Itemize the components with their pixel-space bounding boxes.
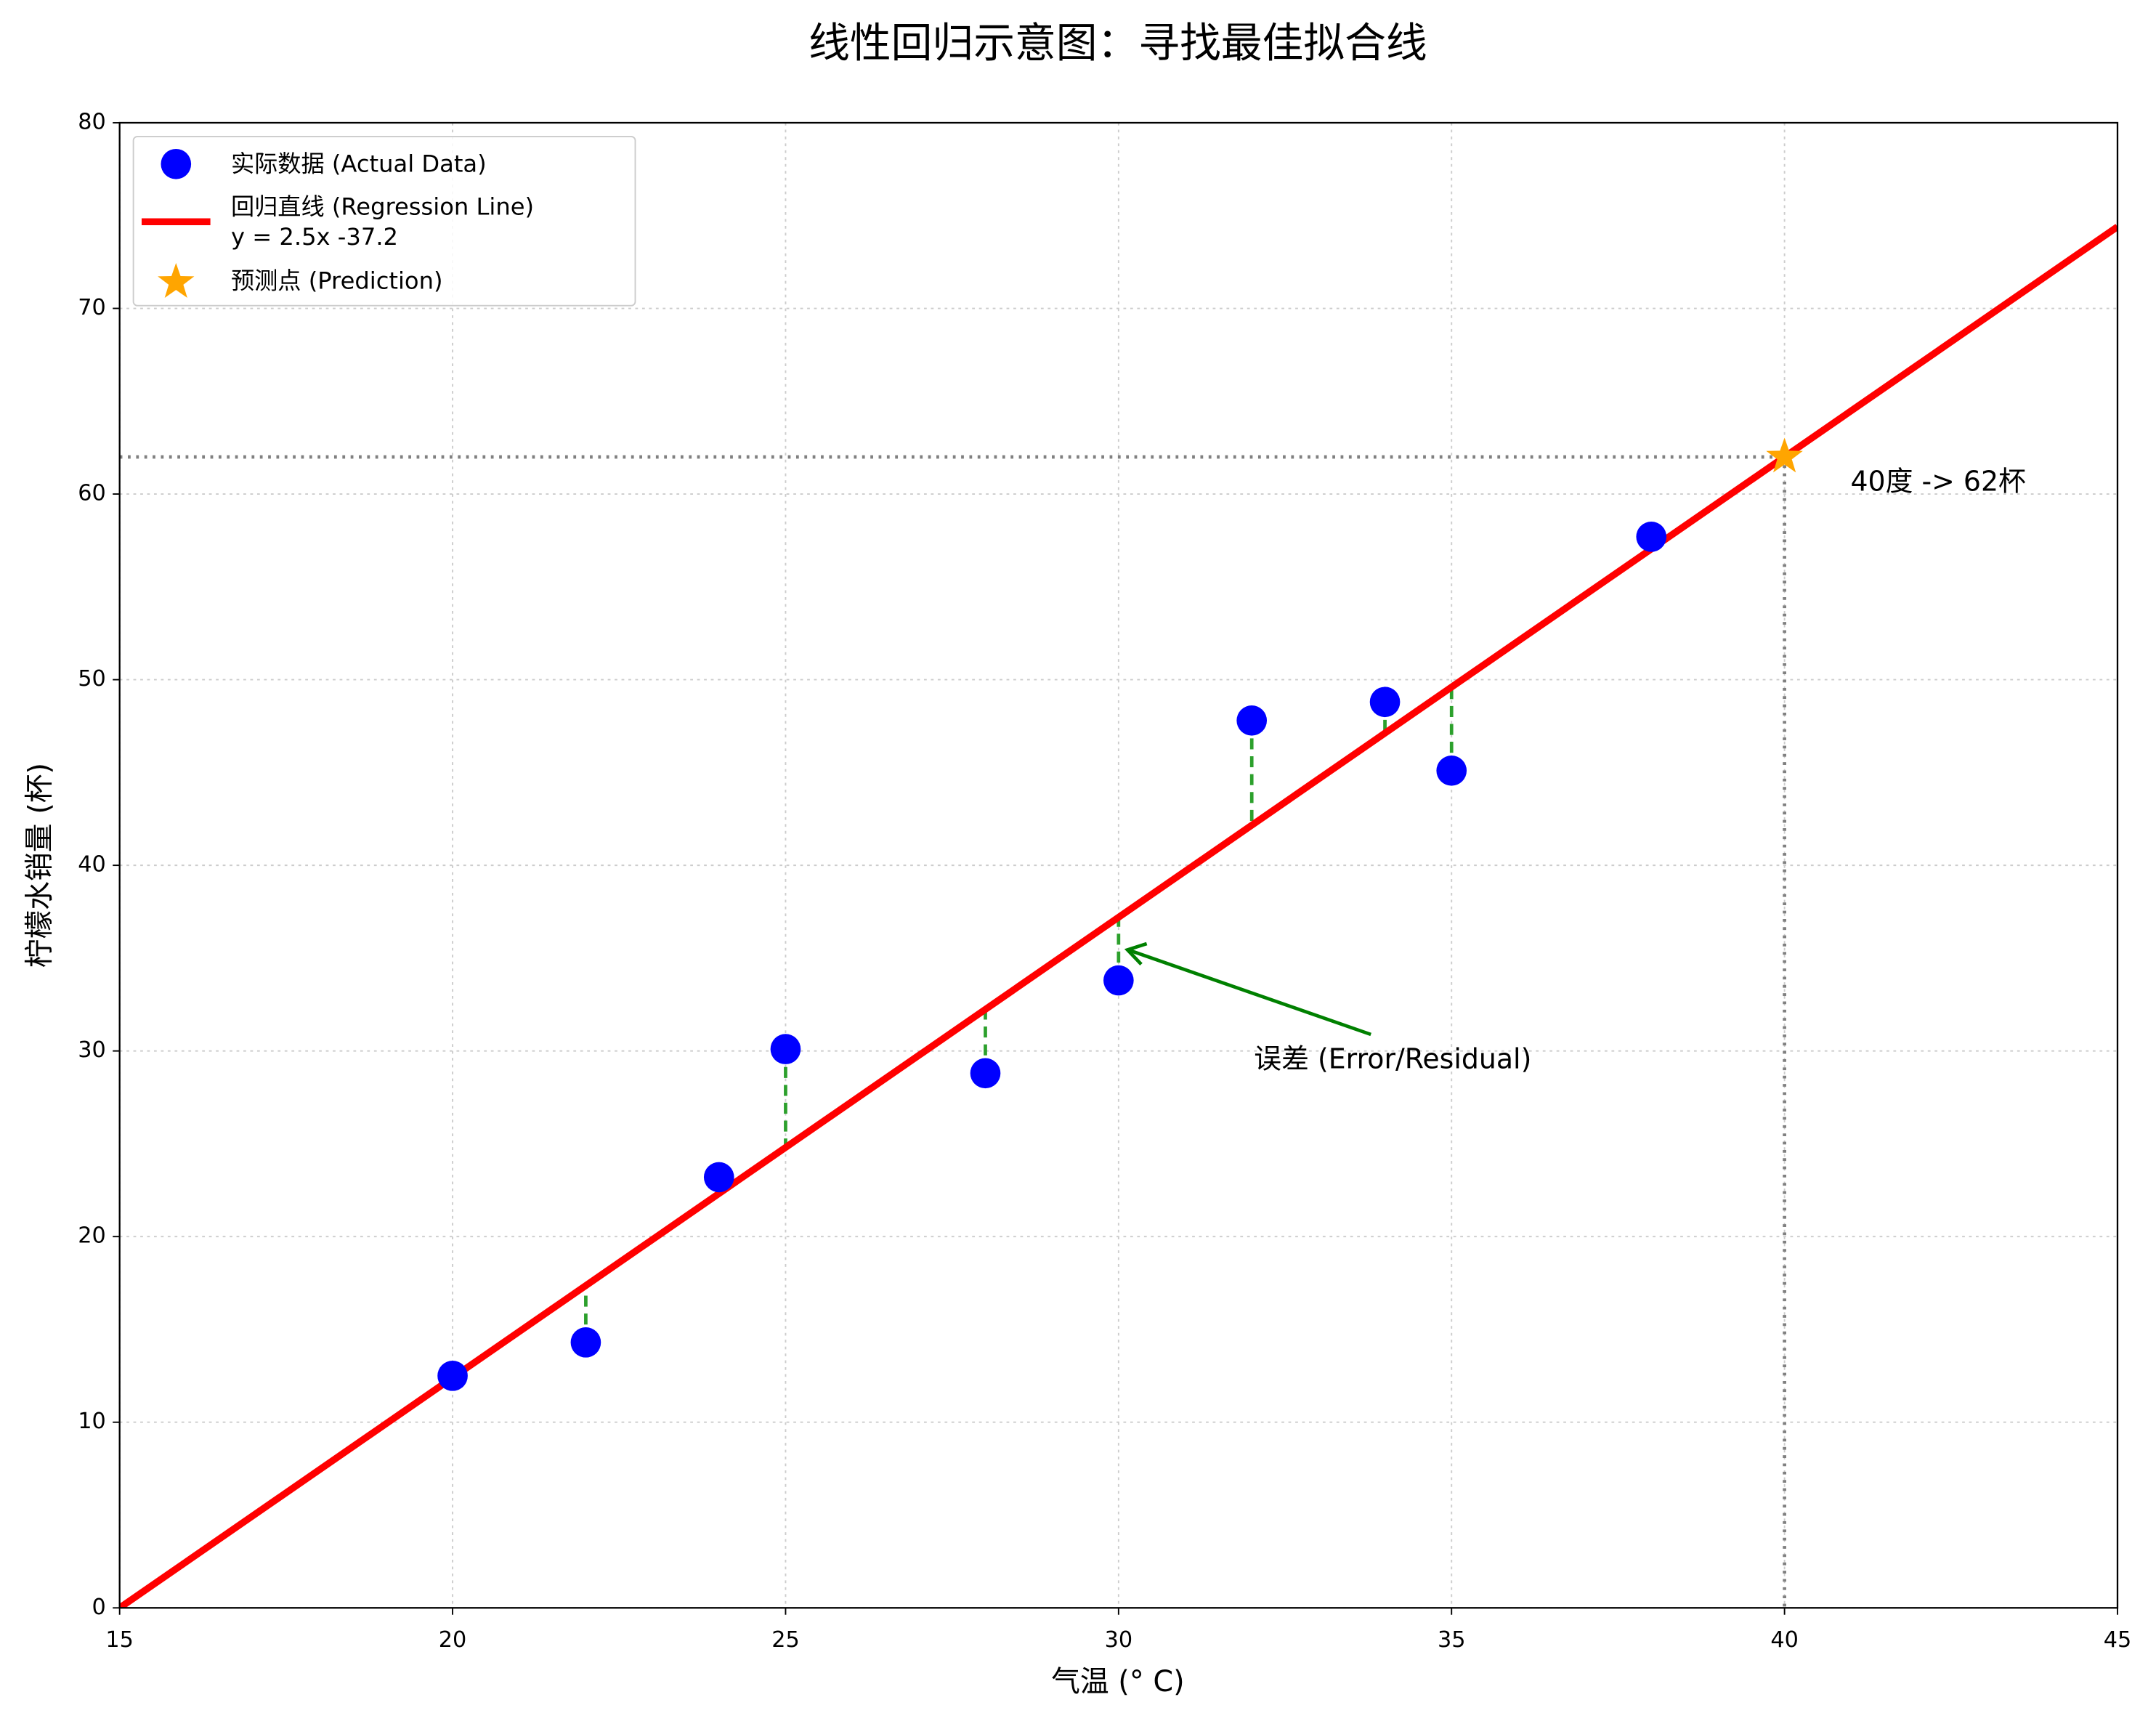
annotation: 误差 (Error/Residual) (1254, 1042, 1531, 1074)
y-tick-label: 80 (78, 109, 106, 134)
x-tick-label: 15 (105, 1627, 134, 1653)
y-tick-label: 30 (78, 1037, 106, 1063)
data-point (1436, 755, 1467, 786)
legend-box (132, 135, 636, 307)
annotation: 40度 -> 62杯 (1850, 465, 2025, 497)
chart-title: 线性回归示意图：寻找最佳拟合线 (808, 20, 1427, 68)
data-point (703, 1162, 734, 1193)
legend-marker (158, 263, 195, 298)
x-tick-label: 45 (2104, 1627, 2132, 1653)
data-point (1236, 705, 1268, 736)
annotation-arrowhead (1124, 942, 1148, 966)
x-tick-label: 35 (1438, 1627, 1466, 1653)
axes-frame (118, 121, 2119, 1609)
legend-label: y = 2.5x -37.2 (231, 223, 398, 251)
x-tick-label: 25 (771, 1627, 800, 1653)
data-point (1369, 687, 1401, 718)
data-point (437, 1361, 468, 1391)
prediction-star (1766, 437, 1803, 473)
data-point (570, 1327, 601, 1358)
annotation-arrow (1130, 949, 1371, 1037)
data-point (770, 1034, 801, 1064)
data-point (1636, 522, 1667, 552)
data-point (970, 1058, 1001, 1089)
y-tick-label: 0 (92, 1595, 105, 1620)
data-point (1103, 965, 1134, 996)
y-tick-label: 70 (78, 295, 106, 320)
y-axis-label: 柠檬水销量 (杯) (23, 763, 56, 968)
legend-marker (161, 148, 192, 179)
x-axis-label: 气温 (° C) (1051, 1665, 1184, 1698)
y-tick-label: 50 (78, 666, 106, 692)
x-tick-label: 20 (439, 1627, 467, 1653)
y-tick-label: 60 (78, 481, 106, 506)
x-tick-label: 40 (1770, 1627, 1799, 1653)
y-tick-label: 40 (78, 852, 106, 878)
legend-label: 实际数据 (Actual Data) (231, 150, 487, 178)
y-tick-label: 20 (78, 1223, 106, 1249)
x-tick-label: 30 (1105, 1627, 1133, 1653)
y-tick-label: 10 (78, 1409, 106, 1434)
legend-label: 预测点 (Prediction) (231, 267, 443, 295)
legend-label: 回归直线 (Regression Line) (231, 193, 534, 220)
